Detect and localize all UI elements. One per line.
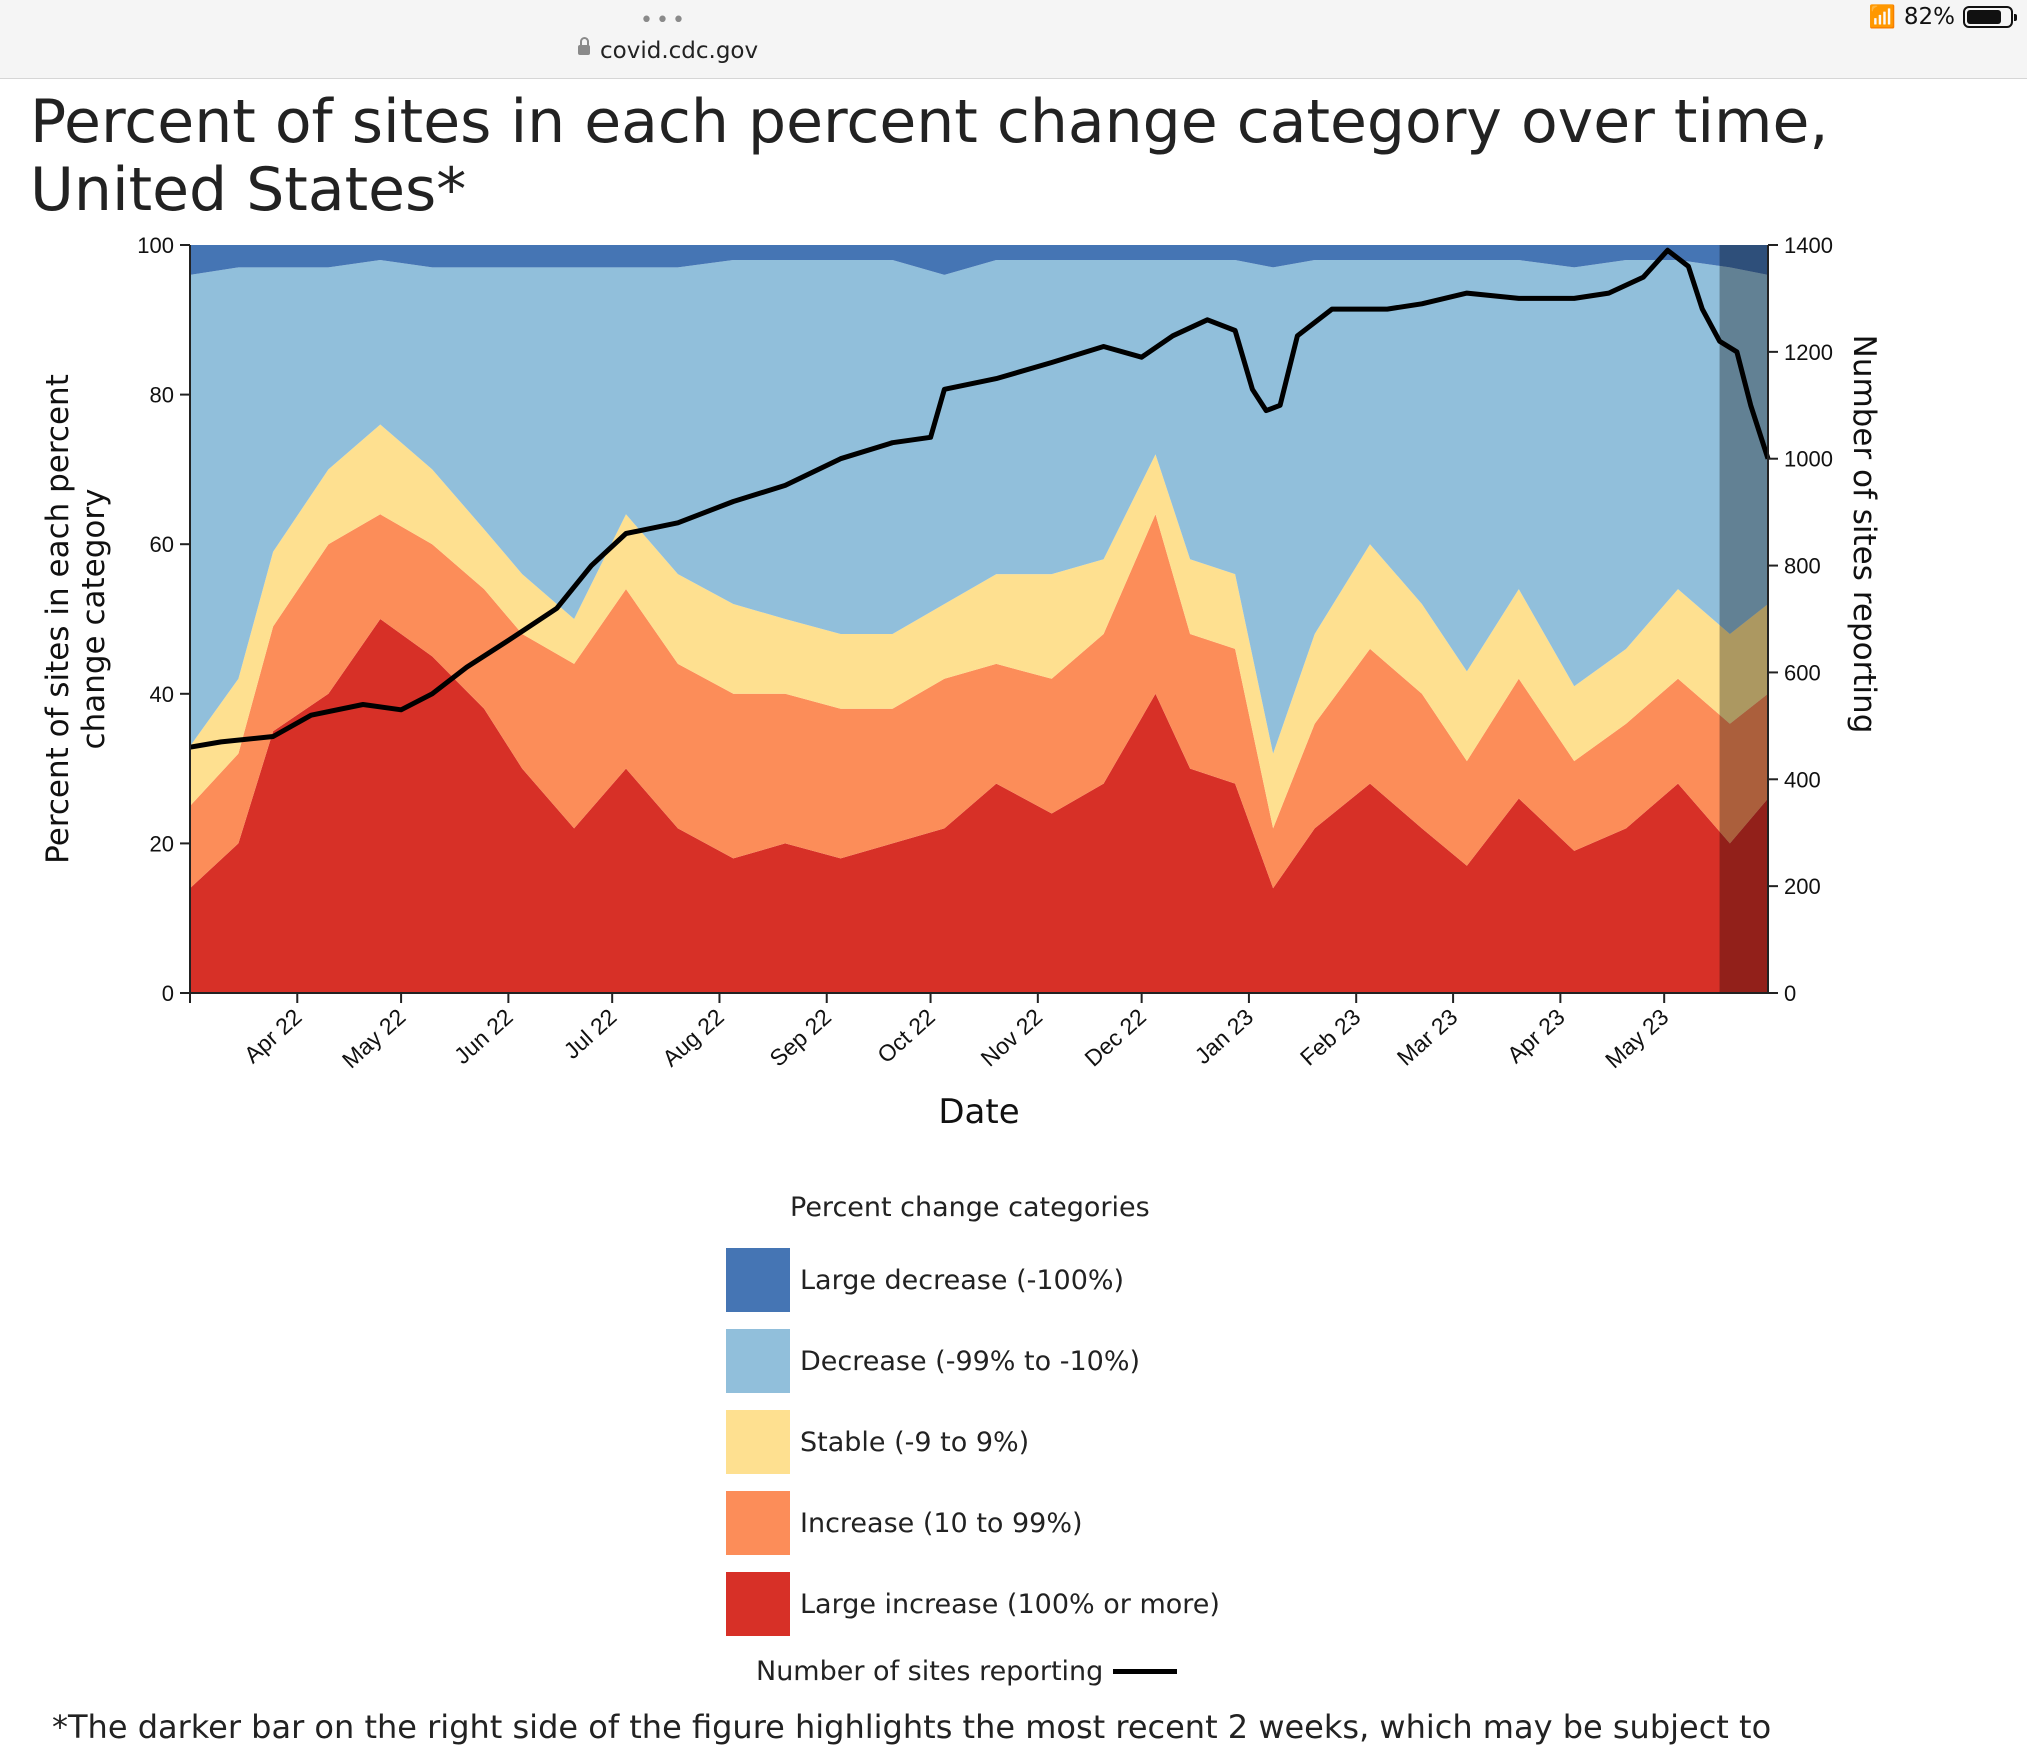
x-tick-label: May 23	[1600, 1003, 1673, 1073]
battery-percent: 82%	[1903, 4, 1955, 30]
legend-item: Increase (10 to 99%)	[726, 1491, 1083, 1555]
legend-item: Large increase (100% or more)	[726, 1572, 1220, 1636]
y2-tick-label: 0	[1784, 981, 1796, 1006]
y2-tick-label: 600	[1784, 660, 1821, 685]
area-series	[190, 260, 1768, 754]
legend-line-label: Number of sites reporting	[756, 1656, 1104, 1687]
legend-label: Increase (10 to 99%)	[800, 1507, 1083, 1539]
x-tick-label: May 22	[337, 1003, 410, 1073]
x-tick-label: Jun 22	[449, 1003, 518, 1069]
legend-title: Percent change categories	[790, 1192, 1150, 1223]
x-tick-label: Jul 22	[559, 1003, 622, 1063]
legend-swatch	[726, 1329, 790, 1393]
sites-reporting-line	[189, 247, 1771, 750]
y2-tick-label: 200	[1784, 874, 1821, 899]
recent-two-weeks-highlight	[1719, 245, 1768, 993]
url-text: covid.cdc.gov	[600, 38, 759, 64]
area-layers	[190, 245, 1768, 993]
y2-tick-label: 800	[1784, 554, 1821, 579]
address-bar[interactable]: covid.cdc.gov	[578, 36, 759, 64]
y2-tick-label: 400	[1784, 767, 1821, 792]
legend-label: Large increase (100% or more)	[800, 1588, 1220, 1620]
legend-label: Stable (-9 to 9%)	[800, 1426, 1030, 1458]
y-axis-label-line: Percent of sites in each percent	[40, 374, 76, 864]
legend-label: Large decrease (-100%)	[800, 1264, 1125, 1296]
legend-swatch	[726, 1572, 790, 1636]
y-tick-label: 60	[150, 532, 174, 557]
y2-tick-label: 1400	[1784, 233, 1833, 258]
x-tick-label: Aug 22	[657, 1003, 729, 1071]
status-bar: 📶 82%	[1868, 4, 2017, 30]
lock-icon	[578, 36, 590, 55]
x-tick-label: Feb 23	[1295, 1003, 1366, 1070]
x-tick-label: Apr 23	[1502, 1003, 1570, 1068]
battery-icon	[1963, 6, 2017, 28]
menu-dots-icon[interactable]: •••	[640, 8, 688, 33]
x-tick-label: Oct 22	[872, 1003, 940, 1068]
y-tick-label: 80	[150, 383, 174, 408]
area-series	[190, 424, 1768, 829]
y-axis-label-line: change category	[76, 489, 112, 750]
y2-tick-label: 1000	[1784, 447, 1833, 472]
legend-item: Stable (-9 to 9%)	[726, 1410, 1029, 1474]
browser-top-bar: ••• covid.cdc.gov 📶 82%	[0, 0, 2027, 79]
x-tick-label: Mar 23	[1392, 1003, 1463, 1070]
legend-swatch	[726, 1248, 790, 1312]
y-tick-label: 20	[150, 831, 174, 856]
legend-label: Decrease (-99% to -10%)	[800, 1345, 1141, 1377]
y-axis-label: Percent of sites in each percentchange c…	[40, 374, 112, 864]
x-tick-label: Nov 22	[976, 1003, 1048, 1071]
legend-item: Large decrease (-100%)	[726, 1248, 1124, 1312]
area-series	[190, 619, 1768, 993]
footnote: *The darker bar on the right side of the…	[52, 1708, 1772, 1746]
y-tick-label: 0	[162, 981, 174, 1006]
x-tick-label: Jan 23	[1190, 1003, 1259, 1069]
area-series	[190, 245, 1768, 275]
stacked-area-chart: 0204060801000200400600800100012001400Apr…	[40, 233, 1882, 1132]
legend-swatch	[726, 1491, 790, 1555]
legend-item: Decrease (-99% to -10%)	[726, 1329, 1140, 1393]
page-title: Percent of sites in each percent change …	[30, 87, 1829, 225]
y2-tick-label: 1200	[1784, 340, 1833, 365]
y-tick-label: 40	[150, 682, 174, 707]
x-axis-label: Date	[938, 1092, 1019, 1132]
wifi-icon: 📶	[1868, 4, 1896, 30]
battery-fill	[1967, 10, 2002, 24]
legend-line-swatch	[1113, 1669, 1178, 1674]
y-tick-label: 100	[137, 233, 174, 258]
x-tick-label: Dec 22	[1079, 1003, 1151, 1071]
y2-axis-label: Number of sites reporting	[1846, 335, 1882, 734]
x-tick-label: Sep 22	[765, 1003, 837, 1071]
area-series	[190, 514, 1768, 889]
legend-line-item: Number of sites reporting	[756, 1656, 1178, 1687]
x-tick-label: Apr 22	[239, 1003, 307, 1068]
legend-swatch	[726, 1410, 790, 1474]
